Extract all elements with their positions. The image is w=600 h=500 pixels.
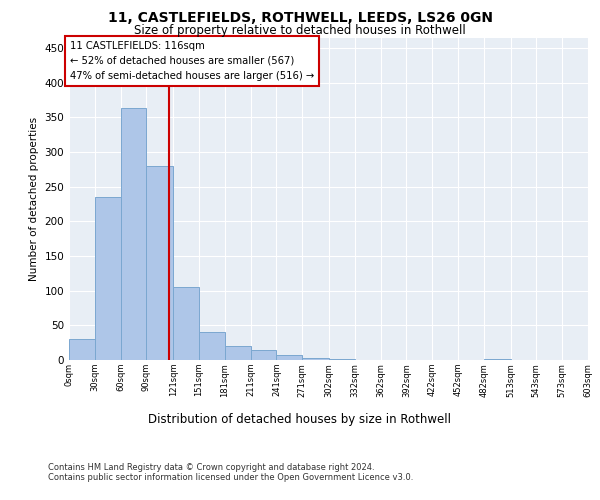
- Y-axis label: Number of detached properties: Number of detached properties: [29, 116, 39, 281]
- Bar: [199, 332, 225, 360]
- Text: Distribution of detached houses by size in Rothwell: Distribution of detached houses by size …: [149, 412, 452, 426]
- Text: Contains HM Land Registry data © Crown copyright and database right 2024.
Contai: Contains HM Land Registry data © Crown c…: [48, 462, 413, 482]
- Text: Size of property relative to detached houses in Rothwell: Size of property relative to detached ho…: [134, 24, 466, 37]
- Bar: [146, 166, 173, 360]
- Bar: [173, 287, 199, 360]
- Text: 11, CASTLEFIELDS, ROTHWELL, LEEDS, LS26 0GN: 11, CASTLEFIELDS, ROTHWELL, LEEDS, LS26 …: [107, 11, 493, 25]
- Bar: [95, 197, 121, 360]
- Bar: [69, 339, 95, 360]
- Bar: [277, 355, 302, 360]
- Bar: [251, 350, 277, 360]
- Bar: [302, 358, 329, 360]
- Text: 11 CASTLEFIELDS: 116sqm
← 52% of detached houses are smaller (567)
47% of semi-d: 11 CASTLEFIELDS: 116sqm ← 52% of detache…: [70, 41, 314, 80]
- Bar: [225, 346, 251, 360]
- Bar: [121, 108, 146, 360]
